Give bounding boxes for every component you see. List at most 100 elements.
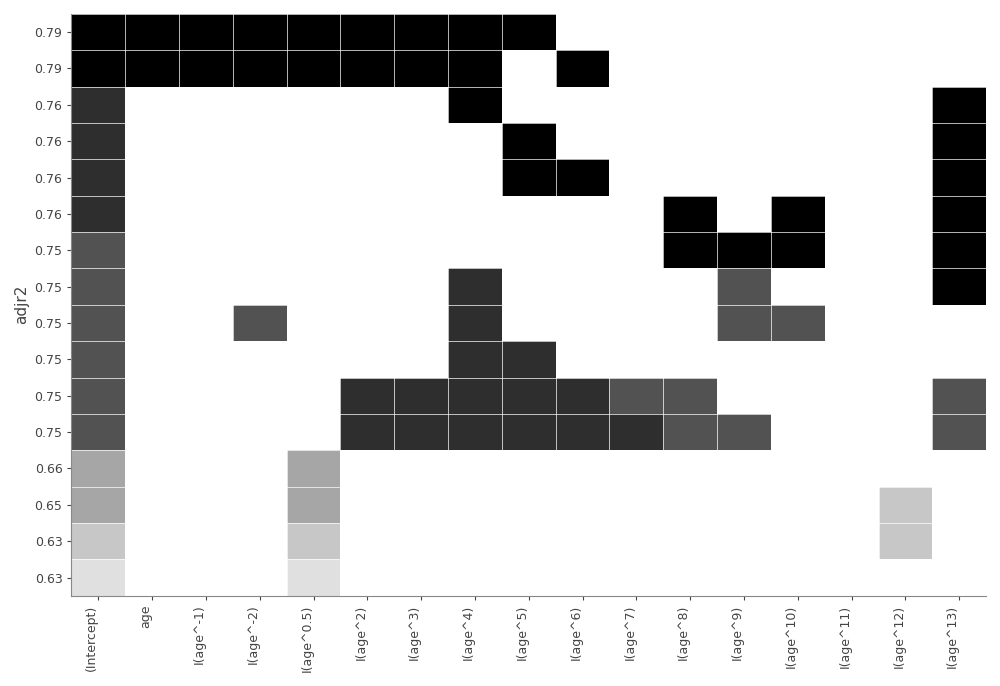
Bar	[609, 50, 663, 86]
Bar	[825, 414, 879, 450]
Bar	[125, 50, 179, 86]
Bar	[932, 450, 986, 486]
Bar	[771, 450, 825, 486]
Bar	[502, 159, 556, 196]
Bar	[394, 50, 448, 86]
Bar	[287, 486, 340, 523]
Bar	[287, 341, 340, 377]
Bar	[233, 341, 287, 377]
Bar	[556, 123, 609, 159]
Bar	[394, 523, 448, 559]
Bar	[717, 414, 771, 450]
Bar	[663, 268, 717, 305]
Bar	[556, 196, 609, 232]
Bar	[932, 268, 986, 305]
Bar	[879, 86, 932, 123]
Bar	[609, 159, 663, 196]
Bar	[179, 268, 233, 305]
Bar	[825, 50, 879, 86]
Bar	[609, 559, 663, 595]
Bar	[502, 14, 556, 50]
Bar	[932, 14, 986, 50]
Bar	[125, 486, 179, 523]
Bar	[771, 232, 825, 268]
Bar	[879, 159, 932, 196]
Bar	[771, 414, 825, 450]
Bar	[556, 268, 609, 305]
Bar	[394, 341, 448, 377]
Bar	[233, 486, 287, 523]
Bar	[233, 450, 287, 486]
Bar	[502, 450, 556, 486]
Bar	[179, 450, 233, 486]
Bar	[879, 196, 932, 232]
Bar	[771, 14, 825, 50]
Bar	[663, 50, 717, 86]
Bar	[932, 196, 986, 232]
Bar	[825, 523, 879, 559]
Bar	[609, 486, 663, 523]
Bar	[825, 268, 879, 305]
Bar	[394, 14, 448, 50]
Bar	[663, 559, 717, 595]
Bar	[340, 268, 394, 305]
Y-axis label: adjr2: adjr2	[14, 285, 29, 324]
Bar	[717, 196, 771, 232]
Bar	[71, 450, 125, 486]
Bar	[502, 523, 556, 559]
Bar	[825, 86, 879, 123]
Bar	[125, 450, 179, 486]
Bar	[287, 377, 340, 414]
Bar	[233, 523, 287, 559]
Bar	[125, 159, 179, 196]
Bar	[340, 486, 394, 523]
Bar	[340, 123, 394, 159]
Bar	[340, 523, 394, 559]
Bar	[448, 50, 502, 86]
Bar	[717, 523, 771, 559]
Bar	[448, 559, 502, 595]
Bar	[771, 341, 825, 377]
Bar	[556, 559, 609, 595]
Bar	[717, 377, 771, 414]
Bar	[179, 341, 233, 377]
Bar	[825, 450, 879, 486]
Bar	[71, 268, 125, 305]
Bar	[179, 523, 233, 559]
Bar	[125, 377, 179, 414]
Bar	[340, 86, 394, 123]
Bar	[556, 159, 609, 196]
Bar	[556, 377, 609, 414]
Bar	[71, 377, 125, 414]
Bar	[287, 232, 340, 268]
Bar	[448, 414, 502, 450]
Bar	[663, 196, 717, 232]
Bar	[556, 14, 609, 50]
Bar	[125, 414, 179, 450]
Bar	[71, 341, 125, 377]
Bar	[179, 414, 233, 450]
Bar	[287, 268, 340, 305]
Bar	[556, 450, 609, 486]
Bar	[502, 196, 556, 232]
Bar	[556, 486, 609, 523]
Bar	[287, 305, 340, 341]
Bar	[71, 486, 125, 523]
Bar	[825, 159, 879, 196]
Bar	[125, 305, 179, 341]
Bar	[179, 305, 233, 341]
Bar	[340, 50, 394, 86]
Bar	[233, 559, 287, 595]
Bar	[825, 14, 879, 50]
Bar	[502, 559, 556, 595]
Bar	[717, 86, 771, 123]
Bar	[502, 86, 556, 123]
Bar	[340, 232, 394, 268]
Bar	[287, 450, 340, 486]
Bar	[125, 341, 179, 377]
Bar	[125, 232, 179, 268]
Bar	[556, 50, 609, 86]
Bar	[609, 341, 663, 377]
Bar	[879, 341, 932, 377]
Bar	[71, 14, 125, 50]
